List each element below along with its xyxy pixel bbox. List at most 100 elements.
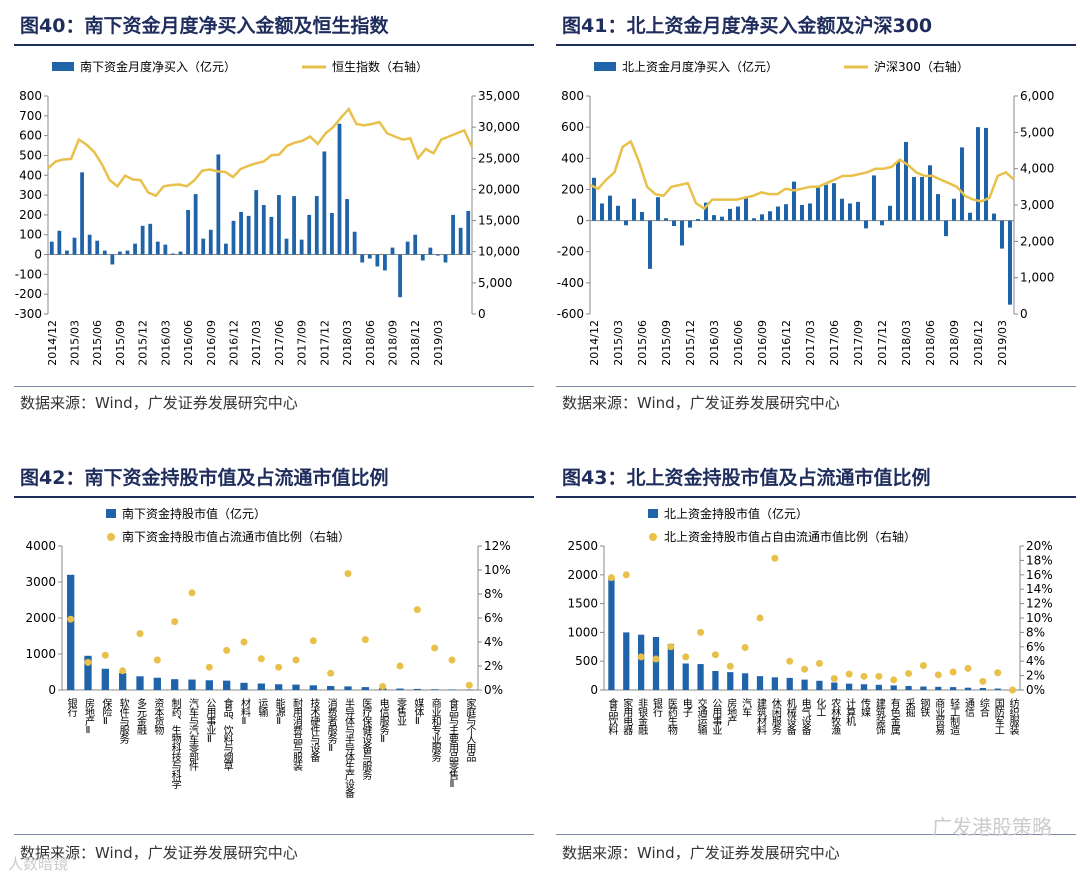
fig42-y2tick-label: 12% <box>484 539 511 553</box>
fig43-y2tick-label: 4% <box>1026 654 1045 668</box>
fig40-y2tick-label: 0 <box>478 307 486 321</box>
fig43-legend-bar-label: 北上资金持股市值（亿元） <box>664 506 808 521</box>
fig42-ytick-label: 4000 <box>25 539 56 553</box>
fig40-y2tick-label: 5,000 <box>478 276 512 290</box>
fig41-xtick-label: 2018/03 <box>900 320 913 366</box>
fig43-y2tick-label: 10% <box>1026 611 1053 625</box>
fig41-legend-bar-label: 北上资金月度净买入（亿元） <box>622 59 778 74</box>
fig43-ratio-dot <box>726 662 734 670</box>
fig42-chart: 南下资金持股市值（亿元） 南下资金持股市值占流通市值比例（右轴） 4000 3000 2… <box>25 506 511 799</box>
fig42-legend-dot-swatch <box>107 533 115 541</box>
fig40-bar <box>246 215 251 255</box>
fig40-y2tick-label: 25,000 <box>478 151 520 165</box>
fig41-bar <box>832 183 836 221</box>
fig42-ytick-label: 1000 <box>25 647 56 661</box>
fig40-bar <box>367 254 372 259</box>
fig40-ytick-label: 200 <box>19 208 42 222</box>
fig40-y2tick-label: 10,000 <box>478 245 520 259</box>
fig40-bar <box>186 209 190 255</box>
fig42-y2tick-label: 0% <box>484 683 503 697</box>
fig41-bar <box>704 202 708 221</box>
fig42-category-label: 制药、生物科技与科学 <box>169 697 181 789</box>
fig41-ytick-label: -600 <box>557 307 584 321</box>
fig42-category-label: 耐用消费品与服装 <box>291 697 303 772</box>
fig40-xtick-label: 2017/06 <box>273 320 286 366</box>
fig43-bar <box>905 685 912 690</box>
fig42-bar <box>448 689 456 690</box>
fig43-bar <box>831 682 838 690</box>
fig41-y2tick-label: 1,000 <box>1020 271 1054 285</box>
fig42-y2tick-label: 4% <box>484 635 503 649</box>
fig43-category-label: 建筑材料 <box>755 697 767 736</box>
fig42-category-label: 半导体与半导体生产设备 <box>343 697 355 799</box>
fig41-y2tick-label: 2,000 <box>1020 234 1054 248</box>
fig43-y2tick-label: 18% <box>1026 553 1053 567</box>
fig43-ratio-dot <box>934 671 942 679</box>
fig40-bar <box>375 254 380 267</box>
fig43-bar <box>742 673 749 690</box>
fig42-bar <box>257 683 265 690</box>
fig42-legend-bar-swatch <box>106 509 116 518</box>
fig40-xtick-label: 2017/12 <box>318 320 331 366</box>
fig41-bar <box>624 220 628 226</box>
fig42-bar <box>327 686 335 690</box>
fig41-bar <box>712 215 716 221</box>
fig42-source: 数据来源：Wind，广发证券发展研究中心 <box>20 844 298 862</box>
fig42-legend-dot-label: 南下资金持股市值占流通市值比例（右轴） <box>122 529 350 544</box>
fig43-ratio-dot <box>919 662 927 670</box>
fig42-y2tick-label: 8% <box>484 587 503 601</box>
fig42-ratio-dot <box>275 663 283 671</box>
fig41-bar <box>840 198 844 221</box>
fig41-bar <box>816 185 820 221</box>
fig40-xtick-label: 2016/09 <box>205 320 218 366</box>
fig40-bar <box>420 254 425 261</box>
fig40-chart: 南下资金月度净买入（亿元） 恒生指数（右轴） 800 700 600 500 400 300 2… <box>15 59 520 366</box>
fig40-xtick-label: 2018/03 <box>341 320 354 366</box>
fig40-bar <box>65 250 69 255</box>
fig43-ratio-dot <box>652 655 660 663</box>
fig43-bar <box>846 683 853 690</box>
fig43-y2tick-label: 0% <box>1026 683 1045 697</box>
fig40-bar <box>352 231 357 255</box>
fig41-xtick-label: 2015/06 <box>636 320 649 366</box>
fig42-legend-bar-label: 南下资金持股市值（亿元） <box>122 506 266 521</box>
fig41-bar <box>856 201 860 221</box>
fig42-ratio-dot <box>136 630 144 638</box>
fig40-xtick-label: 2015/09 <box>114 320 127 366</box>
fig41-bar <box>656 197 660 221</box>
fig40-y2tick-label: 35,000 <box>478 89 520 103</box>
fig43-ratio-dot <box>741 644 749 652</box>
fig43-bar <box>638 634 645 690</box>
fig41-xtick-label: 2016/03 <box>708 320 721 366</box>
fig42-ratio-dot <box>448 656 456 664</box>
fig40-bar <box>163 244 168 255</box>
fig40-bar <box>390 247 395 255</box>
fig41-ytick-label: 0 <box>576 214 584 228</box>
fig41-bar <box>608 195 612 221</box>
fig43-category-label: 轻工制造 <box>948 697 960 735</box>
fig42-category-label: 媒体Ⅱ <box>412 698 424 726</box>
fig41-ytick-label: 600 <box>561 120 584 134</box>
fig40-xtick-label: 2017/03 <box>250 320 263 366</box>
fig40-bar <box>322 151 327 255</box>
fig42-ratio-dot <box>344 570 352 578</box>
fig42-bar <box>275 684 283 690</box>
fig43-ratio-dot <box>801 665 809 673</box>
fig41-bar <box>648 220 652 269</box>
fig40-ytick-label: 800 <box>19 89 42 103</box>
fig40-bar <box>102 250 107 255</box>
fig40-ytick-label: 500 <box>19 148 42 162</box>
fig40-bar <box>87 234 92 255</box>
fig40-bar <box>458 227 463 255</box>
fig40-bar <box>443 254 448 263</box>
fig43-category-label: 国防军工 <box>992 698 1004 734</box>
fig43-ratio-dot <box>622 571 630 579</box>
fig40-legend-line-label: 恒生指数（右轴） <box>332 59 428 74</box>
fig41-xtick-label: 2017/03 <box>804 320 817 366</box>
fig43-category-label: 纺织服装 <box>1007 697 1019 736</box>
fig42-y2tick-label: 2% <box>484 659 503 673</box>
fig40-bar <box>224 243 228 255</box>
fig41-bar <box>952 198 956 221</box>
fig40-source-rule <box>14 386 534 387</box>
fig42-category-label: 食品与主要用品零售Ⅱ <box>447 697 459 789</box>
